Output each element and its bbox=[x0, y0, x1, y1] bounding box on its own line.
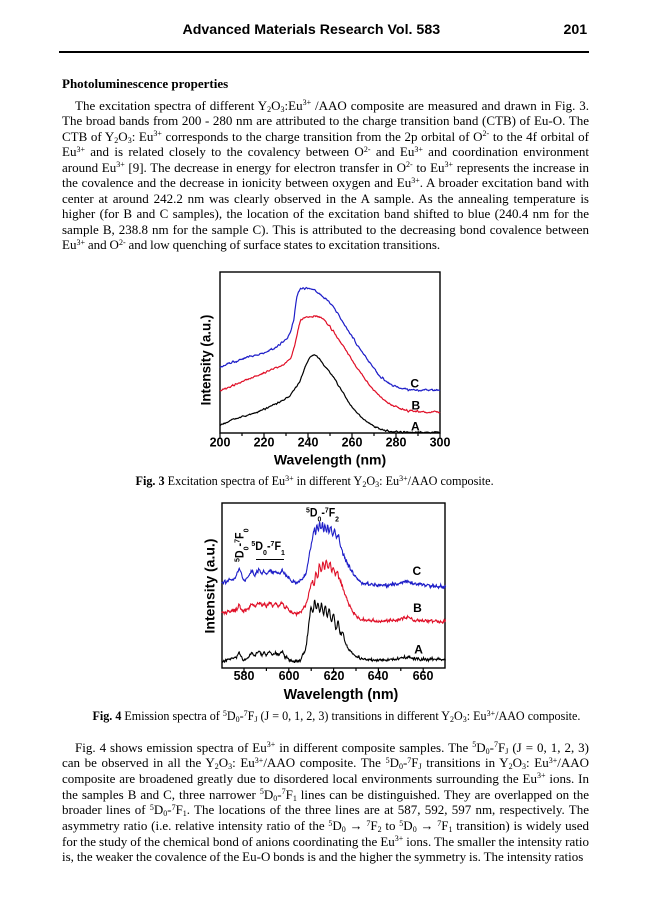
svg-text:280: 280 bbox=[386, 436, 407, 450]
svg-text:C: C bbox=[410, 377, 419, 391]
svg-text:B: B bbox=[413, 601, 422, 615]
svg-text:Wavelength (nm): Wavelength (nm) bbox=[274, 452, 386, 468]
svg-text:A: A bbox=[411, 419, 420, 433]
svg-text:200: 200 bbox=[210, 436, 231, 450]
svg-text:640: 640 bbox=[368, 669, 389, 683]
svg-text:Intensity (a.u.): Intensity (a.u.) bbox=[202, 539, 218, 634]
svg-text:B: B bbox=[411, 399, 420, 413]
svg-text:5D0-7F0: 5D0-7F0 bbox=[232, 529, 250, 563]
svg-text:A: A bbox=[414, 643, 423, 657]
svg-text:Intensity (a.u.): Intensity (a.u.) bbox=[198, 315, 213, 406]
svg-text:C: C bbox=[412, 564, 421, 578]
svg-text:Wavelength (nm): Wavelength (nm) bbox=[284, 687, 399, 703]
svg-text:620: 620 bbox=[324, 669, 345, 683]
svg-text:600: 600 bbox=[279, 669, 300, 683]
svg-text:5D0-7F2: 5D0-7F2 bbox=[306, 505, 339, 523]
svg-text:260: 260 bbox=[342, 436, 363, 450]
svg-text:5D0-7F1: 5D0-7F1 bbox=[251, 539, 285, 557]
svg-text:300: 300 bbox=[430, 436, 451, 450]
svg-text:580: 580 bbox=[234, 669, 255, 683]
svg-text:220: 220 bbox=[254, 436, 275, 450]
svg-text:240: 240 bbox=[298, 436, 319, 450]
svg-text:660: 660 bbox=[413, 669, 434, 683]
